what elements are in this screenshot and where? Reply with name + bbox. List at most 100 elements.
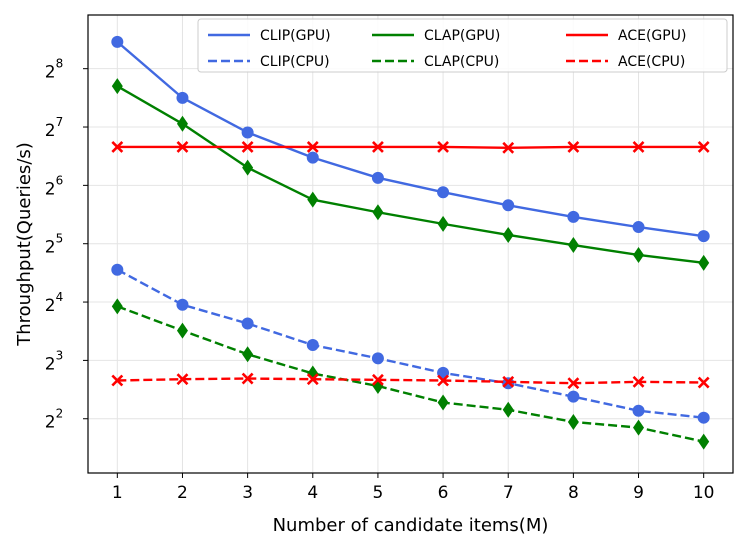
data-point [567, 377, 580, 390]
data-point [176, 141, 189, 153]
data-point [306, 339, 319, 352]
y-tick-base: 2 [45, 413, 56, 433]
data-point [567, 237, 579, 254]
x-marker-stroke [176, 141, 189, 153]
data-point [371, 352, 384, 365]
data-point [241, 372, 254, 385]
data-point [372, 141, 384, 153]
y-tick-label: 26 [45, 173, 63, 199]
data-point [307, 191, 319, 208]
x-marker-stroke [306, 141, 319, 153]
x-marker-stroke [567, 141, 580, 153]
series-clap-cpu [111, 298, 710, 450]
data-point [176, 322, 188, 339]
y-tick-base: 2 [45, 296, 56, 316]
data-point [241, 317, 254, 330]
x-marker-stroke [372, 141, 384, 153]
y-tick-exponent: 5 [56, 232, 64, 246]
series-line [117, 377, 704, 385]
legend-label: CLIP(GPU) [260, 28, 331, 44]
legend: CLIP(GPU) CLAP(GPU) ACE(GPU) CLIP(CPU) CLAP(… [197, 18, 728, 73]
data-point [697, 411, 710, 424]
data-point [111, 374, 124, 387]
data-point [176, 91, 189, 104]
data-point [306, 151, 319, 164]
y-tick-exponent: 8 [56, 57, 64, 71]
x-axis-label: Number of candidate items(M) [273, 515, 549, 536]
x-tick-label: 7 [503, 483, 514, 503]
data-point [111, 35, 124, 48]
x-tick-label: 8 [568, 483, 579, 503]
data-point [176, 115, 188, 132]
data-point [306, 141, 319, 153]
series-clap-gpu [111, 78, 710, 271]
data-point [698, 254, 710, 271]
x-tick-label: 10 [693, 483, 715, 503]
data-point [371, 171, 384, 184]
data-point [502, 141, 515, 154]
data-point [502, 226, 514, 243]
x-marker-stroke [632, 375, 645, 388]
series-line [116, 40, 704, 238]
x-marker-stroke [241, 141, 254, 153]
y-tick-label: 23 [45, 348, 63, 374]
x-marker-stroke [111, 141, 124, 153]
x-marker-stroke [502, 375, 515, 388]
x-tick-label: 9 [633, 483, 644, 503]
data-point [697, 230, 710, 243]
x-tick-label: 4 [307, 483, 318, 503]
x-marker-stroke [241, 372, 254, 385]
data-point [633, 419, 645, 436]
legend-item: ACE(CPU) [566, 54, 685, 70]
data-point [111, 78, 123, 95]
y-tick-base: 2 [45, 354, 56, 374]
legend-item: CLIP(GPU) [208, 28, 331, 44]
x-marker-stroke [632, 141, 645, 153]
x-marker-stroke [437, 141, 449, 153]
data-point [437, 141, 449, 153]
x-marker-stroke [697, 376, 710, 389]
x-marker-stroke [306, 373, 319, 386]
data-point [567, 390, 580, 403]
x-marker-stroke [372, 373, 384, 386]
legend-item: CLAP(GPU) [372, 28, 500, 44]
series-clip-gpu [111, 35, 710, 243]
series-ace-gpu [111, 141, 710, 154]
series-ace-cpu [111, 372, 710, 390]
data-point [176, 298, 189, 311]
data-point [242, 159, 254, 176]
data-point [242, 346, 254, 363]
data-point [502, 375, 515, 388]
data-point [633, 246, 645, 263]
data-point [697, 376, 710, 389]
x-marker-stroke [697, 141, 710, 153]
y-tick-exponent: 6 [56, 173, 64, 187]
legend-item: ACE(GPU) [566, 28, 686, 44]
legend-label: CLAP(CPU) [424, 54, 499, 70]
data-series [111, 35, 710, 450]
data-point [437, 215, 449, 232]
x-tick-label: 3 [242, 483, 253, 503]
y-tick-exponent: 7 [56, 115, 64, 129]
x-marker-stroke [437, 374, 449, 387]
data-point [632, 221, 645, 234]
legend-item: CLIP(CPU) [208, 54, 330, 70]
x-tick-label: 2 [177, 483, 188, 503]
x-axis: 1 2 3 4 5 6 7 8 9 10 [112, 473, 715, 503]
y-tick-label: 28 [45, 57, 63, 83]
data-point [306, 373, 319, 386]
x-tick-label: 6 [438, 483, 449, 503]
data-point [632, 375, 645, 388]
y-tick-exponent: 4 [56, 290, 64, 304]
legend-label: CLAP(GPU) [424, 28, 500, 44]
y-axis-label: Throughput(Queries/s) [14, 142, 35, 347]
legend-item: CLAP(CPU) [372, 54, 499, 70]
x-marker-stroke [176, 373, 189, 386]
data-point [111, 263, 124, 276]
y-tick-label: 27 [45, 115, 63, 141]
x-marker-stroke [502, 141, 515, 154]
series-line [116, 268, 704, 419]
series-line [117, 145, 704, 149]
